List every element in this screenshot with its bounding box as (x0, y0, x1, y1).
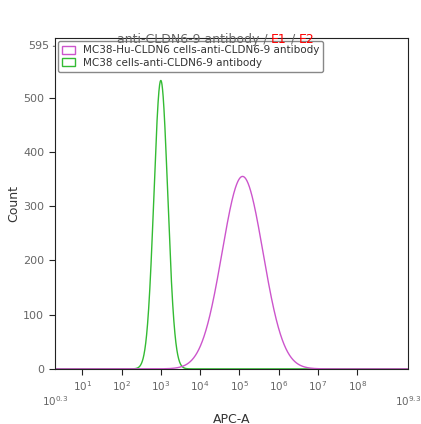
X-axis label: APC-A: APC-A (213, 413, 250, 424)
Legend: MC38-Hu-CLDN6 cells-anti-CLDN6-9 antibody, MC38 cells-anti-CLDN6-9 antibody: MC38-Hu-CLDN6 cells-anti-CLDN6-9 antibod… (58, 41, 323, 72)
Text: $10^{9.3}$: $10^{9.3}$ (395, 394, 421, 408)
Text: 595: 595 (28, 41, 49, 51)
Text: anti-CLDN6-9 antibody /: anti-CLDN6-9 antibody / (117, 33, 271, 46)
Text: /: / (287, 33, 299, 46)
Y-axis label: Count: Count (8, 185, 20, 222)
Text: E1: E1 (271, 33, 287, 46)
Text: $10^{0.3}$: $10^{0.3}$ (42, 394, 68, 408)
Text: E2: E2 (299, 33, 315, 46)
